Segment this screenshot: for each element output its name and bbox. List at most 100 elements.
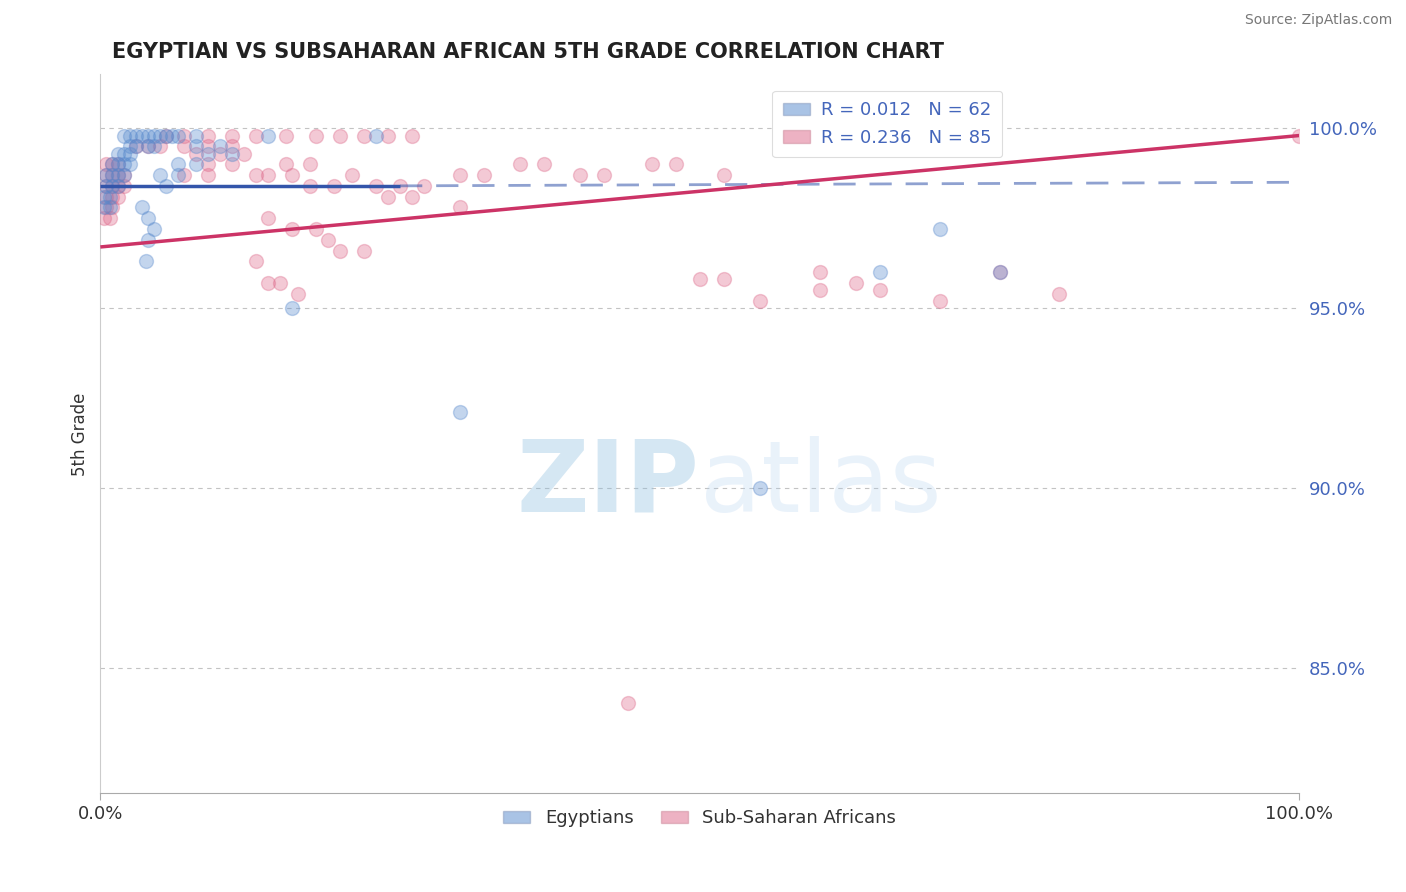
- Point: [155, 128, 177, 143]
- Point: [155, 128, 177, 143]
- Point: [131, 128, 153, 143]
- Point: [364, 128, 387, 143]
- Point: [257, 168, 280, 182]
- Point: [112, 128, 135, 143]
- Point: [389, 178, 412, 193]
- Point: [221, 139, 243, 153]
- Point: [167, 157, 190, 171]
- Point: [845, 276, 868, 290]
- Point: [136, 139, 159, 153]
- Point: [245, 254, 267, 268]
- Point: [509, 157, 531, 171]
- Point: [245, 168, 267, 182]
- Point: [299, 157, 322, 171]
- Point: [186, 146, 208, 161]
- Point: [329, 244, 352, 258]
- Point: [713, 272, 735, 286]
- Point: [143, 128, 166, 143]
- Point: [221, 157, 243, 171]
- Point: [665, 157, 688, 171]
- Point: [197, 139, 219, 153]
- Point: [112, 157, 135, 171]
- Point: [96, 168, 118, 182]
- Point: [186, 157, 208, 171]
- Point: [245, 128, 267, 143]
- Point: [713, 168, 735, 182]
- Point: [112, 146, 135, 161]
- Point: [413, 178, 436, 193]
- Point: [748, 481, 770, 495]
- Point: [305, 128, 328, 143]
- Point: [287, 286, 309, 301]
- Point: [197, 128, 219, 143]
- Point: [221, 146, 243, 161]
- Point: [173, 128, 195, 143]
- Point: [93, 211, 115, 226]
- Point: [323, 178, 346, 193]
- Point: [107, 178, 129, 193]
- Point: [120, 146, 142, 161]
- Point: [1288, 128, 1310, 143]
- Point: [281, 301, 304, 315]
- Point: [149, 139, 172, 153]
- Point: [98, 189, 121, 203]
- Point: [96, 178, 118, 193]
- Point: [449, 168, 471, 182]
- Point: [377, 189, 399, 203]
- Point: [257, 211, 280, 226]
- Point: [340, 168, 363, 182]
- Point: [869, 265, 891, 279]
- Point: [257, 128, 280, 143]
- Point: [112, 178, 135, 193]
- Point: [186, 128, 208, 143]
- Point: [101, 178, 124, 193]
- Point: [162, 128, 184, 143]
- Point: [149, 128, 172, 143]
- Point: [568, 168, 591, 182]
- Point: [101, 168, 124, 182]
- Point: [107, 178, 129, 193]
- Point: [209, 139, 232, 153]
- Point: [125, 139, 148, 153]
- Point: [617, 697, 640, 711]
- Point: [928, 222, 950, 236]
- Point: [107, 168, 129, 182]
- Point: [592, 168, 614, 182]
- Point: [107, 168, 129, 182]
- Point: [167, 128, 190, 143]
- Point: [173, 139, 195, 153]
- Text: EGYPTIAN VS SUBSAHARAN AFRICAN 5TH GRADE CORRELATION CHART: EGYPTIAN VS SUBSAHARAN AFRICAN 5TH GRADE…: [112, 42, 945, 62]
- Point: [808, 283, 831, 297]
- Point: [472, 168, 495, 182]
- Point: [305, 222, 328, 236]
- Point: [689, 272, 711, 286]
- Point: [808, 265, 831, 279]
- Point: [257, 276, 280, 290]
- Point: [221, 128, 243, 143]
- Point: [364, 178, 387, 193]
- Point: [449, 201, 471, 215]
- Point: [120, 139, 142, 153]
- Point: [131, 201, 153, 215]
- Point: [135, 254, 157, 268]
- Point: [107, 146, 129, 161]
- Point: [96, 168, 118, 182]
- Point: [101, 157, 124, 171]
- Point: [353, 128, 375, 143]
- Legend: Egyptians, Sub-Saharan Africans: Egyptians, Sub-Saharan Africans: [496, 802, 904, 835]
- Point: [276, 157, 298, 171]
- Point: [377, 128, 399, 143]
- Point: [96, 178, 118, 193]
- Point: [748, 293, 770, 308]
- Point: [98, 201, 121, 215]
- Point: [120, 157, 142, 171]
- Point: [641, 157, 664, 171]
- Point: [276, 128, 298, 143]
- Point: [281, 168, 304, 182]
- Point: [136, 128, 159, 143]
- Point: [167, 168, 190, 182]
- Point: [269, 276, 291, 290]
- Point: [96, 189, 118, 203]
- Point: [353, 244, 375, 258]
- Point: [149, 168, 172, 182]
